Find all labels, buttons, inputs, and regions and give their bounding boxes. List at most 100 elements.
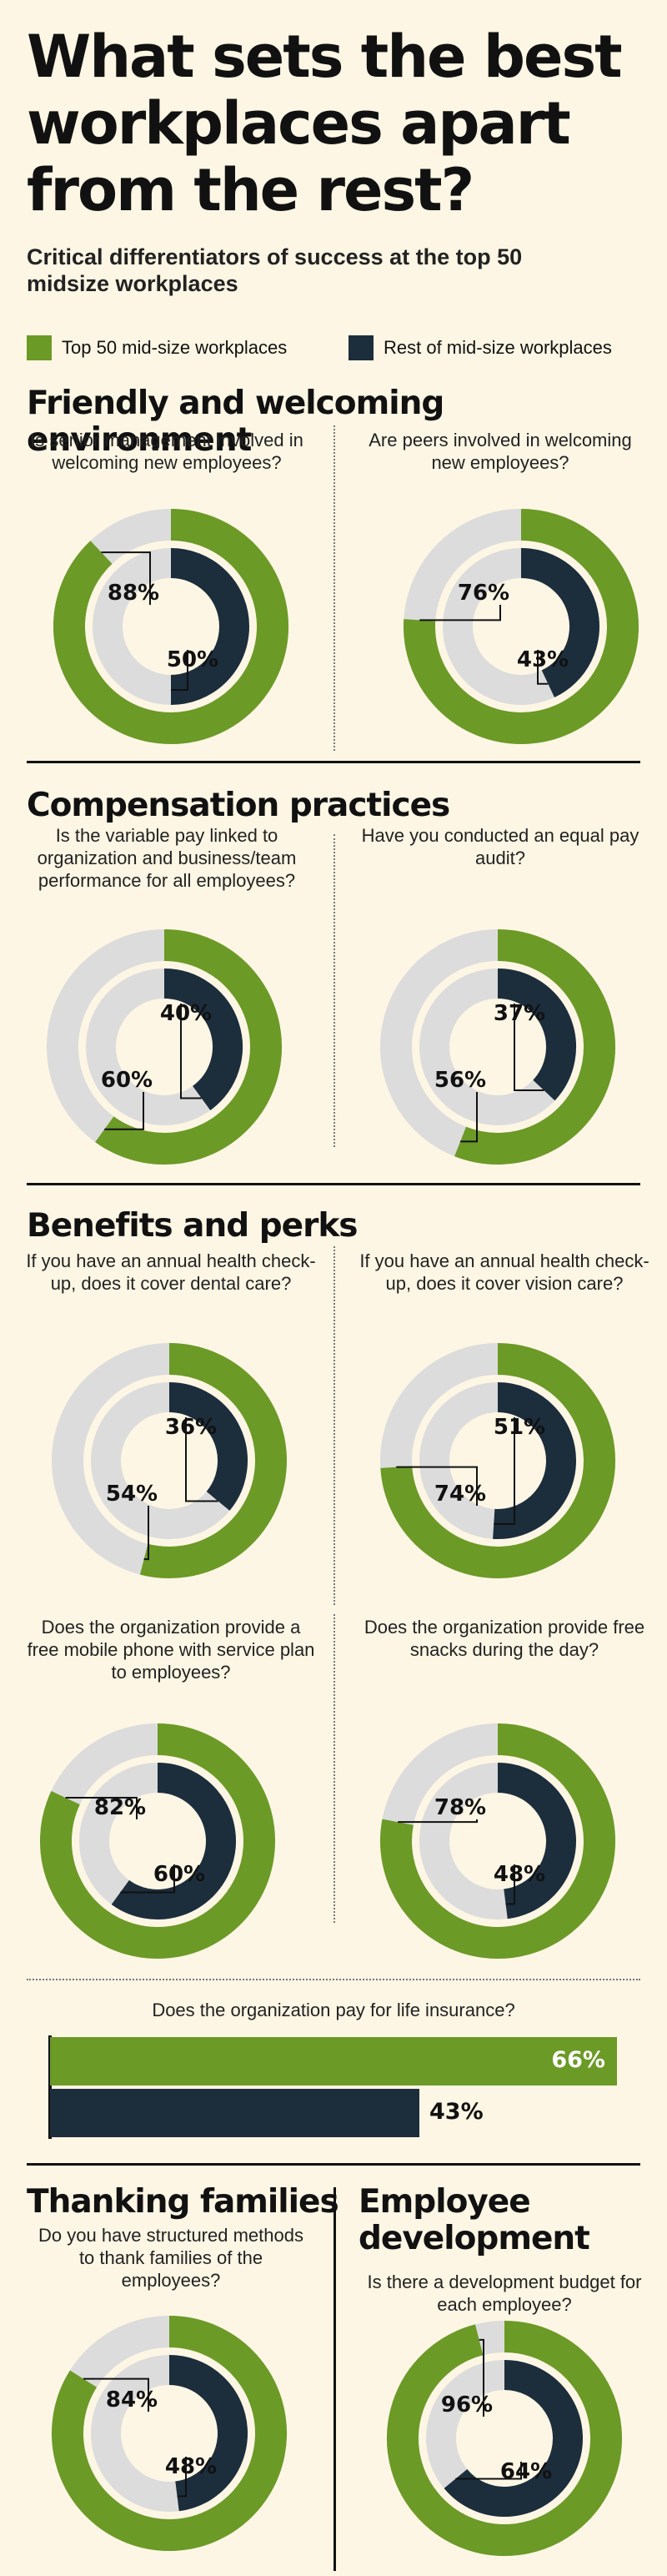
label-top50: 96% [441,2392,493,2418]
donut-arc-rest [168,1382,248,1511]
section-divider [27,1183,640,1185]
donut-chart-peers: 76% 43% [404,509,639,744]
column-divider-solid [334,2187,336,2571]
leader-line-top50 [143,1506,149,1561]
donut-arc-rest [520,548,599,698]
leader-line-rest [120,1864,175,1894]
label-rest: 51% [494,1415,545,1440]
donut-chart-dental: 54% 36% [52,1343,287,1578]
question-peers: Are peers involved in welcoming new empl… [369,430,632,473]
donut-arc-top50 [387,2321,622,2556]
donut-arc-top50 [380,1723,615,1959]
label-rest: 36% [165,1415,217,1440]
label-top50: 54% [106,1482,158,1507]
donut-arc-top50 [40,1723,275,1959]
donut-arc-rest [111,1763,236,1919]
section-divider [27,761,640,763]
label-top50: 78% [434,1795,486,1820]
dotted-divider [27,1979,640,1980]
donut-arc-rest [497,1763,576,1919]
leader-line-top50 [419,605,501,621]
label-top50: 76% [458,581,509,606]
question-dental: If you have an annual health check-up, d… [26,1250,316,1294]
bar-rest-life [50,2089,420,2137]
bar-label-rest-life: 43% [429,2099,484,2125]
donut-chart-mobile: 82% 60% [40,1723,275,1959]
label-rest: 48% [165,2454,217,2479]
label-rest: 64% [500,2459,552,2484]
column-divider [334,834,335,1147]
label-rest: 40% [160,1001,212,1026]
question-families: Do you have structured methods to thank … [38,2225,303,2291]
legend-label-rest: Rest of mid-size workplaces [384,337,612,358]
leader-line-top50 [460,1092,478,1143]
page-title: What sets the best workplaces apart from… [27,23,623,224]
question-snacks: Does the organization provide free snack… [364,1617,645,1660]
leader-line-rest [180,1004,202,1099]
section-title-compensation: Compensation practices [27,787,450,824]
legend-label-top50: Top 50 mid-size workplaces [62,337,288,358]
leader-line-top50 [101,551,151,605]
donut-chart-senior: 88% 50% [53,509,288,744]
leader-line-rest [494,1417,515,1525]
leader-line-rest [171,650,188,691]
label-rest: 37% [494,1001,545,1026]
leader-line-rest [185,1417,218,1502]
donut-arc-top50 [95,929,282,1165]
donut-chart-snacks: 78% 48% [380,1723,615,1959]
donut-arc-rest [168,2355,248,2512]
donut-arc-top50 [52,2316,287,2551]
donut-arc-top50 [139,1343,287,1578]
column-divider [334,1614,335,1923]
label-top50: 82% [94,1795,146,1820]
leader-line-rest [177,2457,187,2498]
leader-line-top50 [396,1466,478,1506]
leader-line-top50 [104,1092,144,1130]
donut-chart-equalpay: 56% 37% [380,929,615,1165]
leader-line-top50 [65,1797,138,1819]
legend-swatch-top50 [27,335,52,360]
label-rest: 43% [517,647,569,672]
section-title-thanking: Thanking families [27,2183,339,2221]
leader-line-rest [505,1864,515,1905]
leader-line-rest [455,2462,522,2480]
page-subtitle: Critical differentiators of success at t… [27,244,523,296]
section-title-development: Employee development [359,2183,590,2257]
donut-chart-devbudget: 96% 64% [387,2321,622,2556]
donut-chart-vision: 74% 51% [380,1343,615,1578]
legend-item-top50: Top 50 mid-size workplaces [27,335,287,360]
donut-arc-rest [170,548,249,705]
label-rest: 50% [167,647,218,672]
section-title-benefits: Benefits and perks [27,1207,358,1245]
legend: Top 50 mid-size workplaces Rest of mid-s… [27,335,650,364]
label-top50: 60% [101,1068,153,1093]
donut-chart-families: 84% 48% [52,2316,287,2551]
section-divider [27,2163,640,2166]
leader-line-top50 [479,2338,484,2417]
section-title-friendly: Friendly and welcoming environment [27,385,444,459]
donut-arc-top50 [404,509,639,744]
label-top50: 88% [108,581,159,606]
label-rest: 60% [153,1862,205,1887]
legend-item-rest: Rest of mid-size workplaces [349,335,612,360]
question-equalpay: Have you conducted an equal pay audit? [361,825,639,868]
donut-arc-top50 [53,509,288,744]
donut-arc-rest [493,1382,576,1539]
donut-chart-variable: 60% 40% [47,929,282,1165]
column-divider [334,425,335,751]
donut-arc-rest [163,969,243,1111]
label-rest: 48% [494,1862,545,1887]
column-divider [334,1246,335,1605]
donut-arc-rest [497,969,576,1101]
leader-line-rest [537,650,549,685]
bar-top50-life: 66% [50,2037,617,2085]
question-life: Does the organization pay for life insur… [152,2000,515,2020]
legend-swatch-rest [349,335,374,360]
donut-arc-top50 [454,929,615,1165]
bar-axis [48,2035,52,2139]
donut-arc-top50 [380,1343,615,1578]
bar-label-top50-life: 66% [551,2047,605,2073]
question-mobile: Does the organization provide a free mob… [27,1617,315,1683]
leader-line-rest [514,1004,544,1092]
question-senior: Is senior management involved in welcomi… [30,430,303,473]
